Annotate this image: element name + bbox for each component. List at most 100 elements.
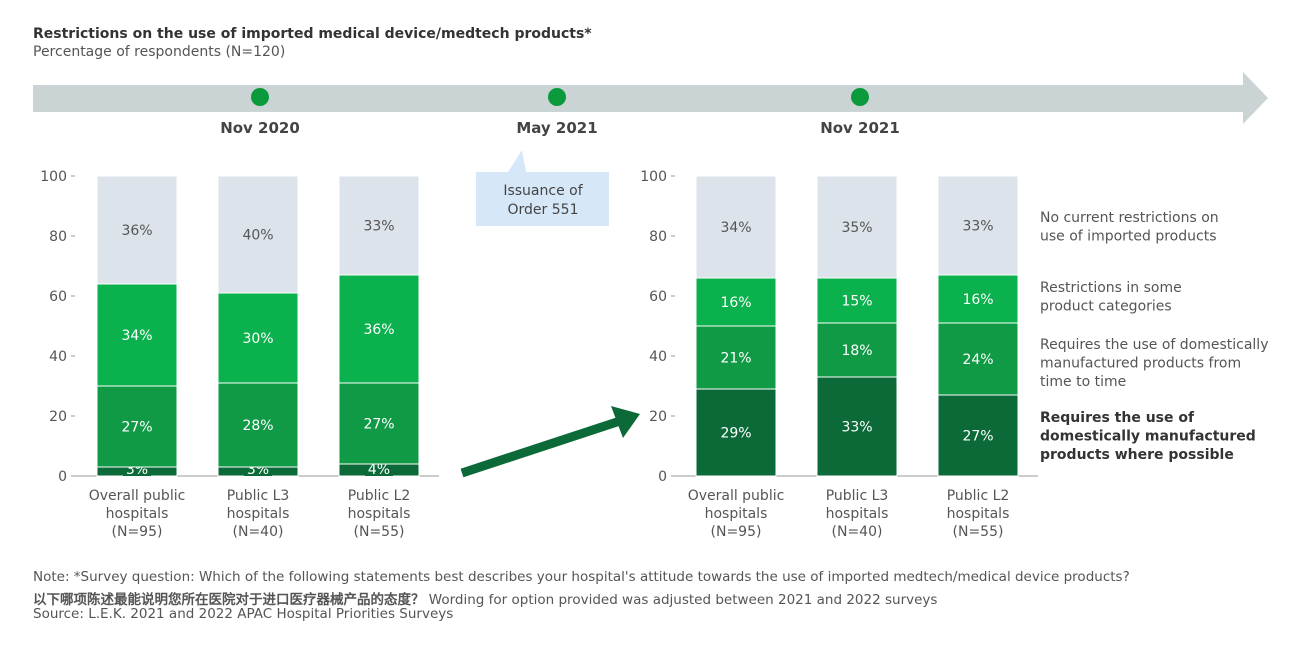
bar-segment [816, 376, 898, 477]
legend-entry: Requires the use of [1040, 410, 1195, 426]
data-label: 15% [841, 294, 872, 310]
category-label: Public L3 [227, 488, 290, 504]
y-tick-label: 20 [649, 409, 667, 425]
bar-segment [695, 388, 777, 477]
y-tick-label: 60 [649, 289, 667, 305]
legend-entry: use of imported products [1040, 229, 1217, 245]
bar-segment [816, 322, 898, 378]
category-label: Public L2 [947, 488, 1010, 504]
bar-segment [217, 292, 299, 384]
timeline-arrow [33, 72, 1268, 124]
data-label: 27% [962, 429, 993, 445]
bar-segment [338, 175, 420, 276]
category-label: Public L2 [348, 488, 411, 504]
data-label: 29% [720, 426, 751, 442]
data-label: 18% [841, 343, 872, 359]
data-label: 33% [363, 219, 394, 235]
category-label: (N=40) [832, 524, 883, 540]
y-tick-label: 0 [58, 469, 67, 485]
callout-text: Issuance of [503, 183, 583, 199]
y-tick-label: 80 [49, 229, 67, 245]
timeline-dot [251, 88, 269, 106]
bar-segment [937, 394, 1019, 477]
category-label: hospitals [705, 506, 768, 522]
category-label: (N=55) [354, 524, 405, 540]
bar-segment [695, 277, 777, 327]
bar-segment [937, 322, 1019, 396]
y-tick-label: 20 [49, 409, 67, 425]
data-label: 24% [962, 352, 993, 368]
data-label: 36% [363, 322, 394, 338]
data-label: 30% [242, 331, 273, 347]
transition-arrow [460, 416, 622, 478]
bar-segment [217, 382, 299, 468]
legend-entry: Restrictions in some [1040, 280, 1182, 296]
category-label: (N=55) [953, 524, 1004, 540]
data-label: 34% [121, 328, 152, 344]
note-line-2: 以下哪项陈述最能说明您所在医院对于进口医疗器械产品的态度？ Wording fo… [33, 588, 937, 608]
bar-segment [217, 175, 299, 294]
category-label: (N=95) [112, 524, 163, 540]
category-label: (N=95) [711, 524, 762, 540]
callout-text: Order 551 [508, 202, 579, 218]
note-line: Note: *Survey question: Which of the fol… [33, 569, 1130, 585]
data-label: 35% [841, 220, 872, 236]
legend-entry: product categories [1040, 299, 1172, 315]
category-label: Overall public [89, 488, 186, 504]
chart-subtitle: Percentage of respondents (N=120) [33, 44, 286, 60]
legend-entry: domestically manufactured [1040, 429, 1256, 445]
bar-segment [96, 283, 178, 387]
category-label: hospitals [106, 506, 169, 522]
category-label: hospitals [947, 506, 1010, 522]
legend-entry: manufactured products from [1040, 356, 1241, 372]
category-label: hospitals [348, 506, 411, 522]
source-line: Source: L.E.K. 2021 and 2022 APAC Hospit… [33, 606, 454, 622]
legend-entry: products where possible [1040, 447, 1234, 463]
bar-segment [338, 382, 420, 465]
bar-segment [96, 385, 178, 468]
bar-segment [937, 175, 1019, 276]
category-label: Overall public [688, 488, 785, 504]
y-tick-label: 100 [40, 169, 67, 185]
category-label: hospitals [826, 506, 889, 522]
label-background [365, 462, 393, 476]
category-label: hospitals [227, 506, 290, 522]
data-label: 16% [720, 295, 751, 311]
legend-entry: Requires the use of domestically [1040, 337, 1268, 353]
chart-title: Restrictions on the use of imported medi… [33, 26, 592, 42]
y-tick-label: 60 [49, 289, 67, 305]
timeline-label: Nov 2021 [820, 119, 900, 137]
bar-segment [816, 175, 898, 279]
bar-segment [96, 175, 178, 285]
bar-segment [695, 325, 777, 390]
data-label: 4% [368, 462, 390, 478]
data-label: 27% [363, 417, 394, 433]
timeline-dot [851, 88, 869, 106]
data-label: 34% [720, 220, 751, 236]
data-label: 16% [962, 292, 993, 308]
data-label: 36% [121, 223, 152, 239]
y-tick-label: 0 [658, 469, 667, 485]
data-label: 40% [242, 228, 273, 244]
data-label: 21% [720, 351, 751, 367]
transition-arrowhead [611, 406, 640, 438]
data-label: 33% [962, 219, 993, 235]
note-chinese: 以下哪项陈述最能说明您所在医院对于进口医疗器械产品的态度？ [33, 592, 425, 608]
bar-segment [695, 175, 777, 279]
y-tick-label: 80 [649, 229, 667, 245]
y-tick-label: 40 [649, 349, 667, 365]
legend-entry: No current restrictions on [1040, 210, 1219, 226]
bar-segment [338, 274, 420, 384]
data-label: 33% [841, 420, 872, 436]
category-label: (N=40) [233, 524, 284, 540]
y-tick-label: 40 [49, 349, 67, 365]
timeline-dot [548, 88, 566, 106]
timeline-label: May 2021 [516, 119, 597, 137]
y-tick-label: 100 [640, 169, 667, 185]
timeline-label: Nov 2020 [220, 119, 300, 137]
data-label: 28% [242, 418, 273, 434]
note-wording: Wording for option provided was adjusted… [424, 592, 938, 608]
callout-box [476, 150, 609, 226]
data-label: 27% [121, 420, 152, 436]
